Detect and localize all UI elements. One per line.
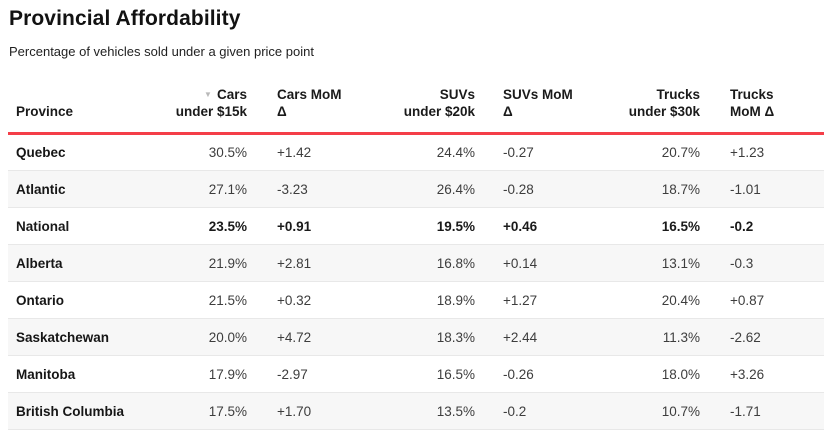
province-cell: National bbox=[8, 207, 160, 245]
column-header-cars-mom-delta[interactable]: Cars MoM Δ bbox=[255, 84, 388, 135]
trucks-under-30k-cell: 11.3% bbox=[613, 318, 708, 356]
cars-mom-delta-cell: +1.70 bbox=[255, 392, 388, 430]
trucks-mom-delta-cell: +3.26 bbox=[708, 355, 824, 393]
province-cell: Manitoba bbox=[8, 355, 160, 393]
suvs-mom-delta-cell: +2.44 bbox=[483, 318, 613, 356]
province-cell: Ontario bbox=[8, 281, 160, 319]
column-header-label: Δ bbox=[277, 104, 287, 119]
province-cell: Quebec bbox=[8, 133, 160, 171]
province-cell: Alberta bbox=[8, 244, 160, 282]
suvs-under-20k-cell: 13.5% bbox=[388, 392, 483, 430]
trucks-mom-delta-cell: -2.62 bbox=[708, 318, 824, 356]
cars-mom-delta-cell: +2.81 bbox=[255, 244, 388, 282]
trucks-under-30k-cell: 18.0% bbox=[613, 355, 708, 393]
table-row: Atlantic 27.1% -3.23 26.4% -0.28 18.7% -… bbox=[8, 170, 824, 208]
province-cell: Saskatchewan bbox=[8, 318, 160, 356]
suvs-under-20k-cell: 26.4% bbox=[388, 170, 483, 208]
table-row: Saskatchewan 20.0% +4.72 18.3% +2.44 11.… bbox=[8, 318, 824, 356]
column-header-cars-under-15k[interactable]: ▼ Cars under $15k bbox=[160, 84, 255, 135]
trucks-mom-delta-cell: -1.01 bbox=[708, 170, 824, 208]
trucks-mom-delta-cell: -1.71 bbox=[708, 392, 824, 430]
cars-under-15k-cell: 17.5% bbox=[160, 392, 255, 430]
cars-mom-delta-cell: +0.32 bbox=[255, 281, 388, 319]
cars-under-15k-cell: 20.0% bbox=[160, 318, 255, 356]
suvs-mom-delta-cell: +0.14 bbox=[483, 244, 613, 282]
trucks-under-30k-cell: 10.7% bbox=[613, 392, 708, 430]
cars-under-15k-cell: 21.5% bbox=[160, 281, 255, 319]
provincial-affordability-widget: Provincial Affordability Percentage of v… bbox=[0, 7, 824, 430]
suvs-under-20k-cell: 18.9% bbox=[388, 281, 483, 319]
cars-under-15k-cell: 17.9% bbox=[160, 355, 255, 393]
trucks-mom-delta-cell: +1.23 bbox=[708, 133, 824, 171]
suvs-under-20k-cell: 24.4% bbox=[388, 133, 483, 171]
column-header-label: Δ bbox=[503, 104, 513, 119]
suvs-mom-delta-cell: +1.27 bbox=[483, 281, 613, 319]
suvs-under-20k-cell: 16.5% bbox=[388, 355, 483, 393]
cars-mom-delta-cell: +1.42 bbox=[255, 133, 388, 171]
column-header-label: SUVs MoM bbox=[503, 87, 573, 102]
page-subtitle: Percentage of vehicles sold under a give… bbox=[9, 44, 314, 59]
trucks-under-30k-cell: 20.4% bbox=[613, 281, 708, 319]
suvs-under-20k-cell: 18.3% bbox=[388, 318, 483, 356]
suvs-under-20k-cell: 19.5% bbox=[388, 207, 483, 245]
column-header-label: Cars bbox=[216, 87, 247, 102]
header-row: Province ▼ Cars under $15k Cars MoM Δ SUV… bbox=[8, 84, 824, 135]
suvs-mom-delta-cell: -0.26 bbox=[483, 355, 613, 393]
table-row: National 23.5% +0.91 19.5% +0.46 16.5% -… bbox=[8, 207, 824, 245]
cars-under-15k-cell: 30.5% bbox=[160, 133, 255, 171]
page-title: Provincial Affordability bbox=[9, 7, 241, 30]
province-cell: British Columbia bbox=[8, 392, 160, 430]
column-header-label: SUVs bbox=[439, 87, 475, 102]
column-header-label: Province bbox=[16, 104, 74, 119]
affordability-table: Province ▼ Cars under $15k Cars MoM Δ SUV… bbox=[8, 84, 824, 430]
trucks-mom-delta-cell: -0.3 bbox=[708, 244, 824, 282]
trucks-mom-delta-cell: -0.2 bbox=[708, 207, 824, 245]
suvs-mom-delta-cell: +0.46 bbox=[483, 207, 613, 245]
trucks-mom-delta-cell: +0.87 bbox=[708, 281, 824, 319]
cars-mom-delta-cell: -2.97 bbox=[255, 355, 388, 393]
province-cell: Atlantic bbox=[8, 170, 160, 208]
column-header-label: Trucks bbox=[656, 87, 700, 102]
column-header-label: Cars MoM bbox=[277, 87, 342, 102]
trucks-under-30k-cell: 18.7% bbox=[613, 170, 708, 208]
suvs-mom-delta-cell: -0.28 bbox=[483, 170, 613, 208]
column-header-suvs-mom-delta[interactable]: SUVs MoM Δ bbox=[483, 84, 613, 135]
suvs-mom-delta-cell: -0.27 bbox=[483, 133, 613, 171]
column-header-label: under $30k bbox=[628, 104, 700, 119]
trucks-under-30k-cell: 16.5% bbox=[613, 207, 708, 245]
column-header-trucks-under-30k[interactable]: Trucks under $30k bbox=[613, 84, 708, 135]
cars-mom-delta-cell: +0.91 bbox=[255, 207, 388, 245]
cars-under-15k-cell: 27.1% bbox=[160, 170, 255, 208]
table-row: Quebec 30.5% +1.42 24.4% -0.27 20.7% +1.… bbox=[8, 133, 824, 171]
column-header-suvs-under-20k[interactable]: SUVs under $20k bbox=[388, 84, 483, 135]
column-header-trucks-mom-delta[interactable]: Trucks MoM Δ bbox=[708, 84, 824, 135]
table-row: Alberta 21.9% +2.81 16.8% +0.14 13.1% -0… bbox=[8, 244, 824, 282]
suvs-mom-delta-cell: -0.2 bbox=[483, 392, 613, 430]
table-row: British Columbia 17.5% +1.70 13.5% -0.2 … bbox=[8, 392, 824, 430]
cars-under-15k-cell: 21.9% bbox=[160, 244, 255, 282]
column-header-label: under $20k bbox=[403, 104, 475, 119]
table-row: Manitoba 17.9% -2.97 16.5% -0.26 18.0% +… bbox=[8, 355, 824, 393]
suvs-under-20k-cell: 16.8% bbox=[388, 244, 483, 282]
column-header-label: under $15k bbox=[175, 104, 247, 119]
column-header-label: MoM Δ bbox=[730, 104, 775, 119]
cars-under-15k-cell: 23.5% bbox=[160, 207, 255, 245]
sort-descending-icon: ▼ bbox=[204, 90, 212, 99]
trucks-under-30k-cell: 13.1% bbox=[613, 244, 708, 282]
column-header-province[interactable]: Province bbox=[8, 84, 160, 135]
table-row: Ontario 21.5% +0.32 18.9% +1.27 20.4% +0… bbox=[8, 281, 824, 319]
cars-mom-delta-cell: -3.23 bbox=[255, 170, 388, 208]
cars-mom-delta-cell: +4.72 bbox=[255, 318, 388, 356]
column-header-label: Trucks bbox=[730, 87, 774, 102]
table-body: Quebec 30.5% +1.42 24.4% -0.27 20.7% +1.… bbox=[8, 133, 824, 430]
trucks-under-30k-cell: 20.7% bbox=[613, 133, 708, 171]
